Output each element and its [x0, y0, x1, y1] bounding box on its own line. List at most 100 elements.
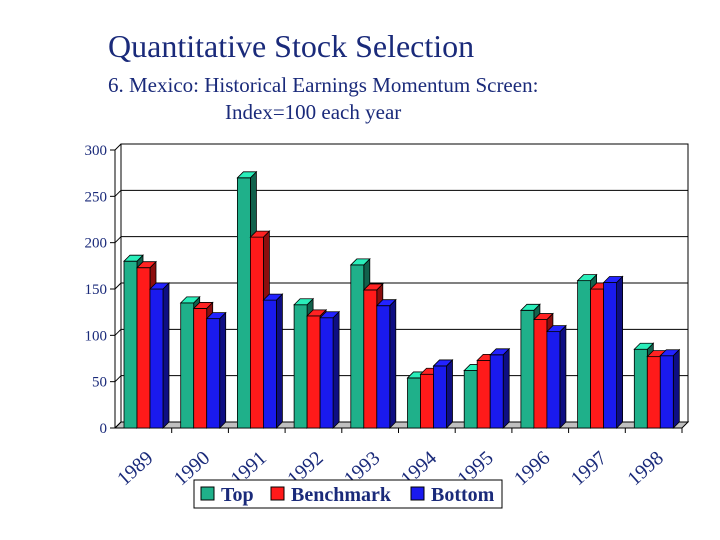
bar-top [349, 258, 371, 266]
gridline-diagonal [114, 375, 122, 383]
bar-top [236, 171, 258, 179]
bar-side [502, 347, 510, 429]
bar-front [376, 305, 391, 429]
bar-front [433, 365, 447, 429]
y-tick-label: 50 [92, 375, 107, 391]
bar-top [293, 298, 315, 306]
bar-front [306, 315, 321, 429]
legend-label-top: Top [221, 484, 254, 506]
gridline-diagonal [114, 189, 122, 197]
y-tick-label: 300 [85, 143, 108, 159]
bar-side [672, 348, 680, 429]
bar-bottom-1992 [319, 310, 341, 429]
gridline-diagonal [114, 421, 122, 429]
bar-front [363, 289, 378, 429]
bar-top [249, 230, 271, 238]
bar-top [136, 261, 157, 269]
chart-subtitle-line1: 6. Mexico: Historical Earnings Momentum … [108, 73, 539, 97]
bar-top [576, 274, 598, 282]
gridline-diagonal [114, 328, 122, 336]
bar-front [590, 288, 604, 429]
bar-bottom-1997 [602, 275, 624, 429]
bar-top [432, 359, 454, 367]
page-title: Quantitative Stock Selection [108, 28, 475, 64]
bar-front [646, 356, 661, 429]
bar-front [149, 288, 164, 429]
bar-side [275, 293, 283, 429]
bar-top [319, 311, 341, 319]
legend-box [193, 479, 503, 509]
bar-front [420, 373, 434, 429]
y-tick-label: 250 [85, 189, 108, 205]
bar-top [362, 283, 384, 291]
chart-subtitle-line2: Index=100 each year [225, 100, 402, 124]
bar-bottom-1991 [262, 293, 284, 429]
bar-top [659, 349, 681, 357]
bar-side [616, 275, 623, 429]
legend-swatch-bottom [410, 486, 425, 501]
bar-top [633, 342, 655, 350]
legend-swatch-benchmark [270, 486, 285, 501]
bar-front [136, 267, 151, 429]
bar-front [249, 236, 264, 429]
bar-bottom-1994 [432, 358, 454, 429]
bar-side [162, 282, 170, 429]
gridline-diagonal [114, 236, 122, 244]
bar-bottom-1998 [659, 348, 681, 429]
bar-side [446, 358, 453, 429]
bar-side [219, 311, 227, 429]
bar-front [633, 348, 648, 429]
bar-bottom-1996 [545, 324, 567, 429]
bar-top [489, 348, 511, 356]
bar-top [602, 276, 624, 283]
bar-front [603, 282, 617, 429]
bar-front [520, 309, 535, 429]
bar-front [533, 319, 548, 429]
gridline-diagonal [114, 143, 122, 151]
x-tick-label: 1997 [567, 447, 611, 490]
y-tick-label: 0 [100, 421, 108, 437]
bar-front [180, 302, 195, 429]
bar-top [545, 325, 567, 333]
bar-bottom-1995 [489, 347, 511, 429]
bar-front [577, 280, 591, 429]
y-tick-label: 200 [85, 236, 108, 252]
bar-top [375, 299, 397, 307]
bar-front [407, 377, 421, 429]
x-tick-label: 1996 [510, 447, 554, 490]
bar-side [559, 324, 567, 429]
bar-front [319, 317, 334, 429]
bar-front [546, 331, 561, 429]
legend-label-bottom: Bottom [431, 484, 495, 506]
bar-top [123, 254, 144, 262]
legend-swatch-top [200, 486, 215, 501]
bar-top [149, 282, 170, 290]
bar-bottom-1990 [205, 311, 227, 429]
y-tick-label: 100 [85, 328, 108, 344]
bar-side [332, 310, 340, 429]
bar-bottom-1993 [375, 298, 397, 429]
bar-top [519, 303, 541, 311]
bar-front [236, 177, 251, 429]
bar-top [205, 312, 227, 320]
bar-front [293, 304, 308, 429]
bar-top [192, 302, 214, 309]
bar-front [463, 370, 478, 429]
gridline-diagonal [114, 282, 122, 290]
bar-top [179, 296, 201, 304]
bar-top [262, 293, 284, 301]
x-tick-label: 1998 [623, 447, 667, 490]
bar-front [489, 354, 504, 429]
bar-top [306, 309, 328, 317]
bar-front [659, 355, 674, 429]
bar-front [123, 260, 138, 429]
bar-front [350, 264, 365, 429]
bar-side [389, 298, 397, 429]
bar-top [532, 313, 554, 320]
y-tick-label: 150 [85, 282, 108, 298]
bar-front [262, 299, 277, 429]
bar-front [193, 308, 208, 429]
legend-label-benchmark: Benchmark [291, 484, 392, 506]
x-tick-label: 1989 [113, 447, 157, 490]
